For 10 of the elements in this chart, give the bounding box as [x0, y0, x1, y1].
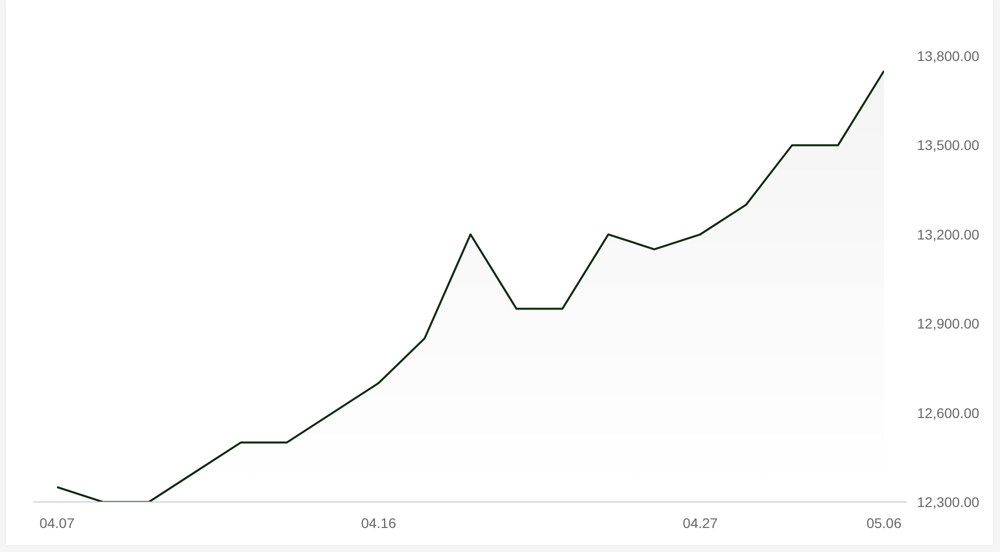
- y-tick-label: 12,900.00: [917, 316, 980, 332]
- x-tick-label: 05.06: [866, 514, 902, 531]
- y-tick-label: 13,200.00: [917, 226, 980, 242]
- y-tick-label: 12,300.00: [917, 494, 980, 510]
- x-tick-label: 04.16: [361, 514, 396, 531]
- y-tick-label: 13,500.00: [917, 137, 980, 154]
- x-tick-label: 04.27: [682, 514, 718, 531]
- y-tick-label: 12,600.00: [917, 404, 980, 421]
- y-tick-label: 13,800.00: [917, 48, 980, 64]
- x-tick-label: 04.07: [39, 514, 75, 531]
